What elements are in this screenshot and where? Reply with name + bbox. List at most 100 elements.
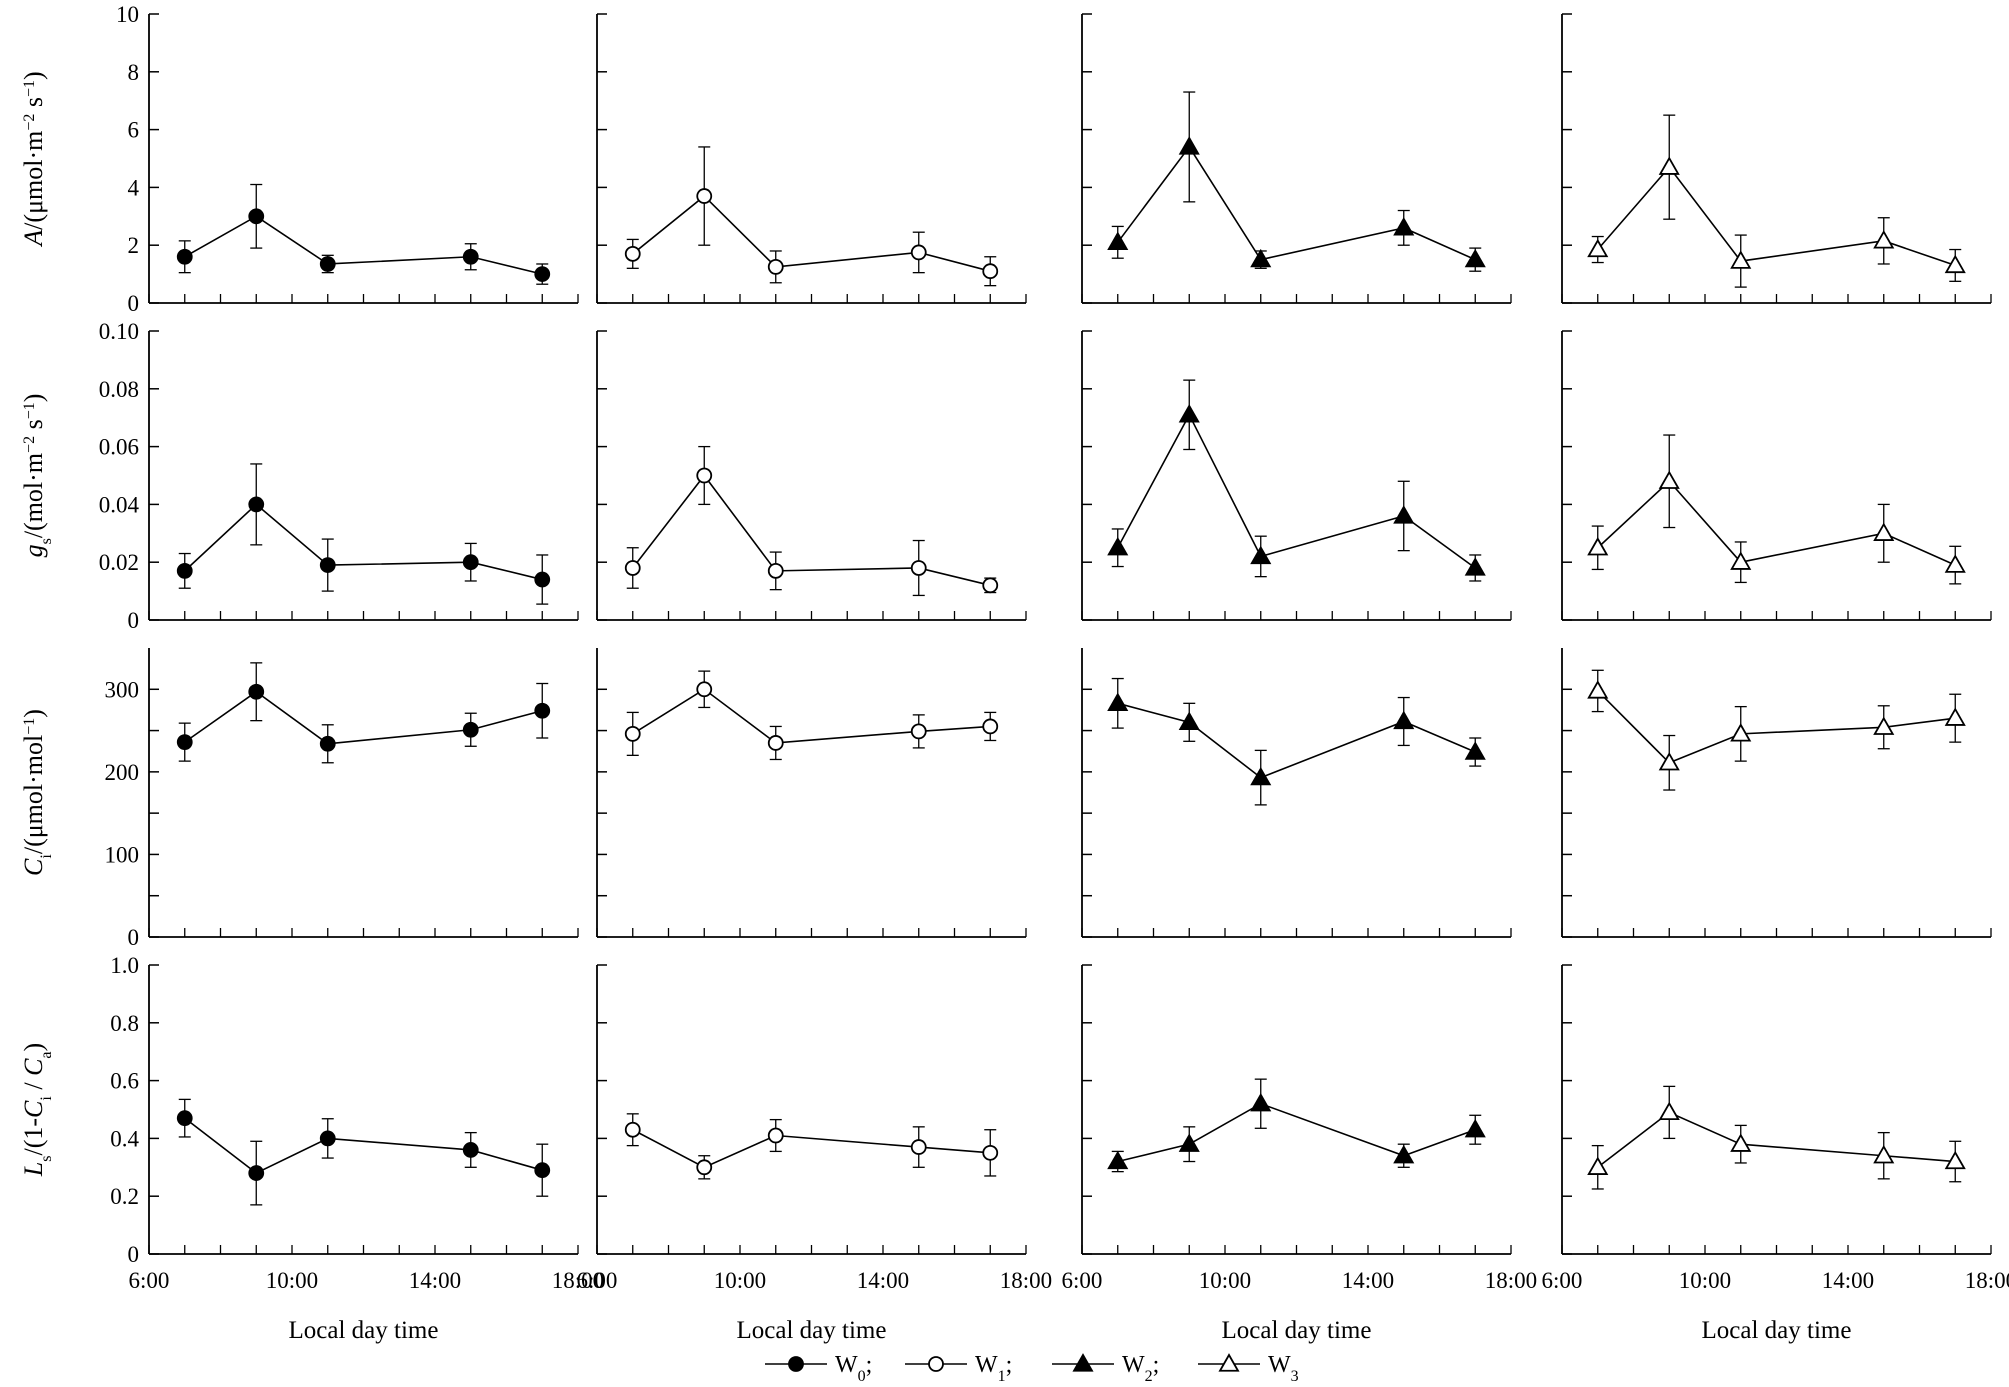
legend-label-W1: W1;	[975, 1352, 1012, 1385]
data-point-W0	[176, 1110, 193, 1127]
data-point-W1	[767, 735, 784, 751]
ytick-label: 0.08	[99, 377, 139, 402]
data-point-W1	[696, 1159, 713, 1176]
data-point-W2	[1393, 710, 1415, 730]
data-point-W3	[1944, 554, 1966, 573]
legend-label-W2: W2;	[1122, 1352, 1159, 1385]
data-point-W3	[1658, 156, 1680, 175]
data-point-W3	[1658, 470, 1680, 489]
ytick-label: 4	[128, 175, 140, 200]
data-point-W3	[1873, 1144, 1895, 1164]
legend-marker-W3	[1218, 1353, 1240, 1372]
legend-label-W3: W3	[1268, 1352, 1299, 1385]
ytick-label: 0.02	[99, 550, 139, 575]
data-point-W2	[1107, 231, 1129, 250]
data-point-W3	[1944, 707, 1966, 726]
panel-Ci-W2	[1081, 648, 1512, 938]
ytick-label: 0.04	[99, 492, 140, 517]
xtick-label: 10:00	[266, 1268, 318, 1293]
data-point-W0	[176, 734, 193, 751]
legend-marker-W1	[928, 1356, 944, 1372]
legend-marker-W2	[1072, 1353, 1094, 1372]
ytick-label: 8	[128, 60, 140, 85]
series-line-W1	[632, 688, 991, 744]
data-point-W3	[1587, 680, 1609, 699]
ytick-label: 200	[105, 760, 140, 785]
ylabel-gs: gs/(mol·m−2 s−1)	[19, 394, 55, 558]
data-point-W1	[624, 1121, 641, 1138]
series-line-W3	[1597, 1111, 1956, 1168]
panel-Ls-W3: 6:00 10:00 14:00 18:00 Local day time	[1542, 964, 2009, 1344]
data-point-W2	[1178, 403, 1200, 423]
xtick-label: 18:00	[552, 1268, 604, 1293]
ytick-label: 100	[105, 842, 140, 867]
ytick-label: 0.6	[110, 1069, 139, 1094]
legend-label-W0: W0;	[835, 1352, 872, 1385]
panel-Ci-W3	[1561, 648, 1992, 938]
data-point-W3	[1587, 536, 1609, 556]
data-point-W0	[462, 554, 479, 571]
panel-Ls-W2: 6:00 10:00 14:00 18:00 Local day time	[1062, 964, 1537, 1344]
data-point-W0	[176, 248, 193, 265]
panel-Ls-W1: 6:00 10:00 14:00 18:00 Local day time	[577, 964, 1052, 1344]
series-line-W0	[184, 503, 543, 581]
data-point-W2	[1464, 741, 1486, 760]
ytick-label: 300	[105, 677, 140, 702]
xtick-label: 18:00	[1965, 1268, 2009, 1293]
data-point-W0	[248, 496, 265, 513]
series-line-W0	[184, 690, 543, 745]
data-point-W1	[696, 681, 713, 698]
data-point-W0	[248, 208, 265, 225]
series-line-W2	[1117, 702, 1476, 779]
panel-Ci-W1	[596, 648, 1027, 938]
data-point-W0	[319, 557, 336, 573]
xtick-label: 14:00	[1822, 1268, 1874, 1293]
data-point-W2	[1393, 1144, 1415, 1164]
data-point-W0	[176, 562, 193, 579]
data-point-W3	[1873, 522, 1895, 541]
data-point-W0	[462, 248, 479, 265]
ytick-label: 0.8	[110, 1011, 139, 1036]
data-point-W1	[910, 244, 927, 261]
data-point-W2	[1178, 1133, 1200, 1152]
xtick-label: 18:00	[1000, 1268, 1052, 1293]
ytick-label: 0.10	[99, 319, 139, 344]
ytick-label: 0	[128, 1242, 140, 1267]
data-point-W3	[1658, 1101, 1680, 1121]
data-point-W0	[534, 1162, 551, 1179]
data-point-W3	[1658, 751, 1680, 771]
data-point-W1	[767, 258, 784, 275]
data-point-W0	[534, 266, 551, 283]
data-point-W3	[1873, 716, 1895, 735]
series-line-W2	[1117, 145, 1476, 261]
data-point-W3	[1730, 723, 1752, 742]
data-point-W1	[982, 263, 999, 280]
series-line-W1	[632, 474, 991, 587]
data-point-W1	[624, 245, 641, 262]
data-point-W1	[910, 560, 927, 576]
data-point-W0	[319, 735, 336, 752]
panel-A-W2	[1081, 13, 1512, 304]
data-point-W3	[1587, 1156, 1609, 1175]
panel-gs-W1	[596, 330, 1027, 621]
xtick-label: 6:00	[1062, 1268, 1103, 1293]
ylabel-Ci: Ci/(μmol·mol−1)	[19, 709, 55, 876]
series-line-W2	[1117, 1102, 1476, 1163]
series-line-W2	[1117, 413, 1476, 569]
legend-marker-W0	[788, 1356, 804, 1372]
data-point-W1	[696, 188, 713, 204]
ytick-label: 0.4	[110, 1126, 139, 1151]
xtick-label: 6:00	[129, 1268, 170, 1293]
data-point-W2	[1464, 248, 1486, 268]
data-point-W0	[462, 721, 479, 738]
panel-A-W0: 0 2 4 6 8 10	[116, 2, 579, 316]
series-line-W0	[184, 1117, 543, 1175]
ytick-label: 0	[128, 925, 140, 950]
xlabel: Local day time	[1222, 1317, 1372, 1344]
data-point-W3	[1944, 1150, 1966, 1170]
ytick-label: 6	[128, 118, 140, 143]
ylabel-Ls: Ls/(1-Ci / Ca)	[19, 1043, 55, 1177]
panel-gs-W2	[1081, 330, 1512, 621]
xtick-label: 10:00	[1679, 1268, 1731, 1293]
